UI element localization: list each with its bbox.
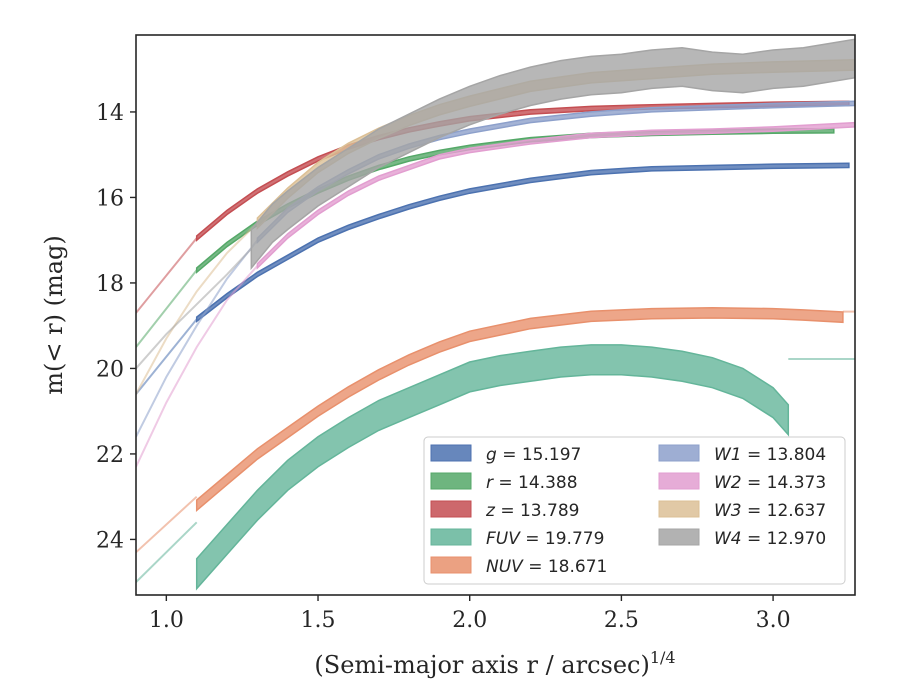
series-extrapolation-z <box>136 237 198 314</box>
series-layer <box>136 38 855 591</box>
x-axis-ticks: 1.0 1.5 2.0 2.5 3.0 <box>149 595 791 633</box>
series-fuv <box>136 344 855 591</box>
y-tick-label: 22 <box>96 443 124 468</box>
legend-label: z = 13.789 <box>485 501 579 521</box>
series-band-g <box>195 162 850 323</box>
legend-label-value: = 13.789 <box>495 501 580 521</box>
legend-label-value: = 13.804 <box>742 445 827 465</box>
plot-frame <box>135 34 856 596</box>
y-tick-label: 20 <box>96 357 124 382</box>
legend-label-value: = 19.779 <box>520 529 605 549</box>
legend-entry-g: g = 15.197 <box>430 444 581 465</box>
legend-label: FUV = 19.779 <box>486 529 604 549</box>
legend-label: W3 = 12.637 <box>714 501 826 521</box>
series-extrapolation-nuv <box>136 495 198 554</box>
legend-swatch <box>430 500 472 518</box>
legend-label-variable: r <box>486 473 494 493</box>
series-w4 <box>136 38 855 370</box>
legend-label-variable: W4 <box>714 529 742 549</box>
legend-label: g = 15.197 <box>486 445 581 465</box>
series-band-w2 <box>256 121 855 270</box>
y-axis-ticks: 14 16 18 20 22 24 <box>96 101 136 553</box>
legend-label-value: = 14.388 <box>493 473 578 493</box>
legend-label-variable: g <box>486 445 497 465</box>
legend-label-variable: z <box>485 501 496 521</box>
x-axis-label-exponent: 1/4 <box>650 648 676 667</box>
legend-label-variable: FUV <box>486 529 521 549</box>
legend-label: W2 = 14.373 <box>714 473 826 493</box>
legend-entry-fuv: FUV = 19.779 <box>430 528 604 549</box>
legend-swatch <box>658 528 700 546</box>
series-extrapolation-w3 <box>136 222 259 395</box>
legend-label-value: = 12.970 <box>742 529 827 549</box>
legend-entry-w1: W1 = 13.804 <box>658 444 826 465</box>
x-axis-label: (Semi-major axis r / arcsec)1/4 <box>314 648 675 679</box>
legend-swatch <box>658 444 700 462</box>
x-tick-label: 3.0 <box>756 608 791 633</box>
series-band-nuv <box>195 306 844 513</box>
legend-label: NUV = 18.671 <box>486 557 607 577</box>
y-tick-label: 18 <box>96 272 124 297</box>
legend-swatch <box>658 500 700 518</box>
legend-label-variable: W1 <box>714 445 742 465</box>
legend-frame <box>423 436 846 585</box>
legend-label: W1 = 13.804 <box>714 445 826 465</box>
legend-swatch <box>430 444 472 462</box>
legend-entry-nuv: NUV = 18.671 <box>430 556 607 577</box>
legend-swatch <box>658 472 700 490</box>
legend-label-value: = 14.373 <box>742 473 827 493</box>
legend-label: W4 = 12.970 <box>714 529 826 549</box>
legend-label-variable: W3 <box>714 501 742 521</box>
series-nuv <box>136 306 855 554</box>
series-extrapolation-w2 <box>136 265 259 468</box>
legend-swatch <box>430 472 472 490</box>
series-extrapolation-r <box>136 269 198 348</box>
legend-swatch <box>430 556 472 574</box>
legend-entry-r: r = 14.388 <box>430 472 578 493</box>
legend-entry-w3: W3 = 12.637 <box>658 500 826 521</box>
series-extrapolation-w4 <box>136 248 253 370</box>
y-tick-label: 16 <box>96 186 124 211</box>
y-tick-label: 24 <box>96 528 124 553</box>
series-band-w4 <box>250 38 855 271</box>
legend-entry-w2: W2 = 14.373 <box>658 472 826 493</box>
series-extrapolation-fuv <box>136 521 198 583</box>
legend-label-value: = 12.637 <box>742 501 827 521</box>
x-tick-label: 2.0 <box>452 608 487 633</box>
series-band-fuv <box>195 344 790 591</box>
legend-entry-w4: W4 = 12.970 <box>658 528 826 549</box>
x-axis-label-text: (Semi-major axis r / arcsec) <box>314 651 649 679</box>
x-tick-label: 1.5 <box>301 608 336 633</box>
series-extrapolation-g <box>136 318 198 395</box>
x-tick-label: 1.0 <box>149 608 184 633</box>
series-g <box>136 162 850 395</box>
legend-swatch <box>430 528 472 546</box>
y-tick-label: 14 <box>96 101 124 126</box>
x-tick-label: 2.5 <box>604 608 639 633</box>
legend-label-variable: W2 <box>714 473 742 493</box>
y-axis-label: m(< r) (mag) <box>40 235 68 394</box>
legend-label-value: = 15.197 <box>497 445 582 465</box>
legend-label: r = 14.388 <box>486 473 578 493</box>
legend-label-value: = 18.671 <box>523 557 608 577</box>
series-w2 <box>136 121 855 468</box>
legend-entry-z: z = 13.789 <box>430 500 579 521</box>
legend-label-variable: NUV <box>486 557 524 577</box>
series-extrapolation-w1 <box>136 239 259 438</box>
